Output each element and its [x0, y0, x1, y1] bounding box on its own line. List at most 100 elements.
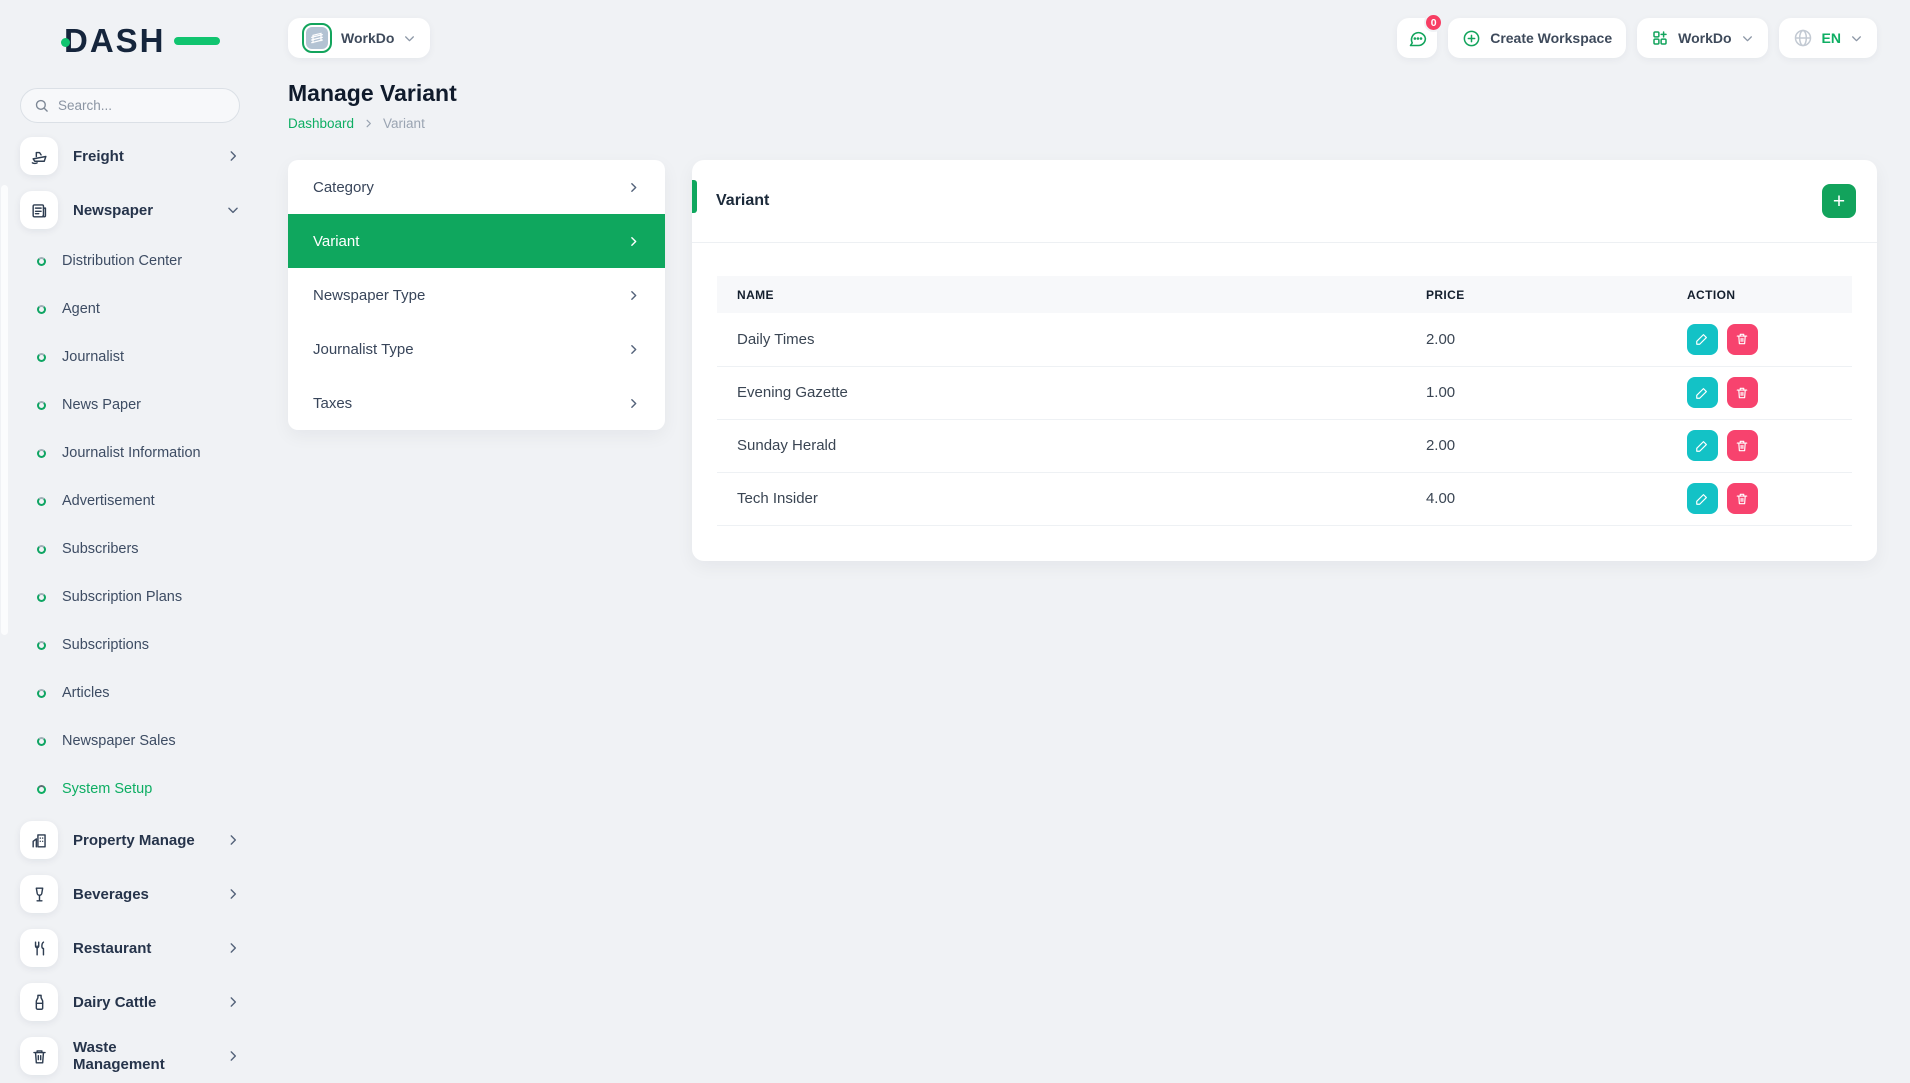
sidebar-scrollbar[interactable]	[1, 185, 8, 635]
bullet-icon	[37, 640, 46, 650]
subitem-label: News Paper	[62, 397, 141, 413]
setup-menu-journalist-type[interactable]: Journalist Type	[288, 322, 665, 376]
content-row: Category Variant Newspaper Type Journali…	[288, 160, 1877, 561]
delete-button[interactable]	[1726, 323, 1758, 355]
breadcrumb-dashboard-link[interactable]: Dashboard	[288, 116, 355, 131]
variant-price: 1.00	[1405, 366, 1667, 420]
sidebar-subitem-distribution-center[interactable]: Distribution Center	[20, 237, 240, 285]
sidebar-item-label: Property Manage	[73, 831, 195, 849]
subitem-label: Advertisement	[62, 493, 155, 509]
table-row: Sunday Herald 2.00	[717, 419, 1852, 473]
sidebar-item-beverages[interactable]: Beverages	[20, 867, 240, 921]
bullet-icon	[37, 448, 46, 458]
bullet-icon	[37, 736, 46, 746]
sidebar-item-dairy-cattle[interactable]: Dairy Cattle	[20, 975, 240, 1029]
page-title: Manage Variant	[288, 80, 457, 106]
subitem-label: Newspaper Sales	[62, 733, 176, 749]
sidebar-subitem-advertisement[interactable]: Advertisement	[20, 477, 240, 525]
trash-icon	[1737, 387, 1748, 398]
pencil-icon	[1696, 387, 1708, 399]
column-header-name: NAME	[717, 276, 1406, 313]
sidebar-item-restaurant[interactable]: Restaurant	[20, 921, 240, 975]
subitem-label: Articles	[62, 685, 110, 701]
chevron-right-icon	[226, 833, 240, 847]
search-input[interactable]	[58, 98, 208, 113]
bullet-icon	[37, 592, 46, 602]
sidebar-item-property-manage[interactable]: Property Manage	[20, 813, 240, 867]
add-variant-button[interactable]: +	[1822, 184, 1856, 218]
chevron-down-icon	[403, 32, 416, 45]
chevron-right-icon	[226, 995, 240, 1009]
edit-button[interactable]	[1686, 483, 1718, 514]
chevron-right-icon	[627, 397, 640, 410]
sidebar-item-freight[interactable]: Freight	[20, 129, 240, 183]
chevron-right-icon	[226, 887, 240, 901]
workspace-selector[interactable]: WorkDo	[288, 18, 431, 58]
bullet-icon	[37, 256, 46, 266]
setup-menu-variant[interactable]: Variant	[288, 214, 665, 268]
sidebar-item-waste-management[interactable]: Waste Management	[20, 1029, 240, 1083]
chevron-right-icon	[363, 118, 374, 129]
subitem-label: Journalist Information	[62, 445, 201, 461]
setup-menu-label: Newspaper Type	[313, 286, 426, 304]
setup-menu-label: Journalist Type	[313, 340, 414, 358]
edit-button[interactable]	[1686, 430, 1718, 461]
logo-dash-bar	[174, 37, 220, 45]
system-setup-menu-card: Category Variant Newspaper Type Journali…	[288, 160, 665, 430]
sidebar-subitem-subscriptions[interactable]: Subscriptions	[20, 621, 240, 669]
setup-menu-label: Variant	[313, 232, 360, 250]
app-logo[interactable]: DASH	[61, 22, 220, 62]
sidebar-subitem-journalist[interactable]: Journalist	[20, 333, 240, 381]
setup-menu-newspaper-type[interactable]: Newspaper Type	[288, 268, 665, 322]
column-header-action: ACTION	[1666, 276, 1852, 313]
create-workspace-label: Create Workspace	[1490, 30, 1613, 46]
pencil-icon	[1696, 334, 1708, 346]
variant-card-header: Variant +	[692, 160, 1877, 243]
sidebar-subitem-subscribers[interactable]: Subscribers	[20, 525, 240, 573]
pencil-icon	[1696, 493, 1708, 505]
sidebar-subitem-articles[interactable]: Articles	[20, 669, 240, 717]
messages-button[interactable]: 0	[1397, 13, 1444, 58]
bullet-icon	[37, 688, 46, 698]
plus-circle-icon	[1462, 29, 1481, 48]
pencil-icon	[1696, 440, 1708, 452]
variant-table: NAME PRICE ACTION Daily Times 2.00	[717, 276, 1852, 526]
setup-menu-taxes[interactable]: Taxes	[288, 376, 665, 430]
bullet-icon	[37, 400, 46, 410]
sidebar-subitem-system-setup[interactable]: System Setup	[20, 765, 240, 813]
sidebar-subitem-subscription-plans[interactable]: Subscription Plans	[20, 573, 240, 621]
chevron-right-icon	[226, 941, 240, 955]
sidebar: DASH Freight Newspaper	[0, 0, 260, 1080]
language-selector[interactable]: EN	[1778, 18, 1877, 58]
column-header-price: PRICE	[1405, 276, 1667, 313]
sidebar-item-label: Newspaper	[73, 201, 154, 219]
setup-menu-category[interactable]: Category	[288, 160, 665, 214]
edit-button[interactable]	[1686, 377, 1718, 408]
sidebar-subitem-newspaper-sales[interactable]: Newspaper Sales	[20, 717, 240, 765]
sidebar-subitem-news-paper[interactable]: News Paper	[20, 381, 240, 429]
milk-bottle-icon	[20, 983, 58, 1021]
edit-button[interactable]	[1686, 323, 1718, 355]
sidebar-subitem-agent[interactable]: Agent	[20, 285, 240, 333]
topbar-actions: 0 Create Workspace WorkDo	[1397, 13, 1877, 58]
breadcrumb-current: Variant	[383, 116, 425, 131]
delete-button[interactable]	[1726, 483, 1758, 514]
sidebar-search	[20, 88, 240, 123]
grid-plus-icon	[1651, 29, 1669, 47]
logo-text: DASH	[64, 22, 166, 59]
variant-table-wrap: NAME PRICE ACTION Daily Times 2.00	[692, 243, 1877, 526]
variant-price: 4.00	[1405, 472, 1667, 526]
sidebar-item-newspaper[interactable]: Newspaper	[20, 183, 240, 237]
chevron-right-icon	[627, 181, 640, 194]
create-workspace-button[interactable]: Create Workspace	[1448, 18, 1627, 58]
main-area: WorkDo 0 Create Workspace	[260, 0, 1910, 1080]
notification-badge: 0	[1424, 13, 1444, 32]
delete-button[interactable]	[1726, 430, 1758, 461]
subitem-label: Subscription Plans	[62, 589, 183, 605]
sidebar-item-label: Beverages	[73, 885, 149, 903]
chevron-right-icon	[627, 289, 640, 302]
building-icon	[20, 821, 58, 859]
workspace-switcher[interactable]: WorkDo	[1637, 18, 1768, 58]
delete-button[interactable]	[1726, 377, 1758, 408]
sidebar-subitem-journalist-information[interactable]: Journalist Information	[20, 429, 240, 477]
